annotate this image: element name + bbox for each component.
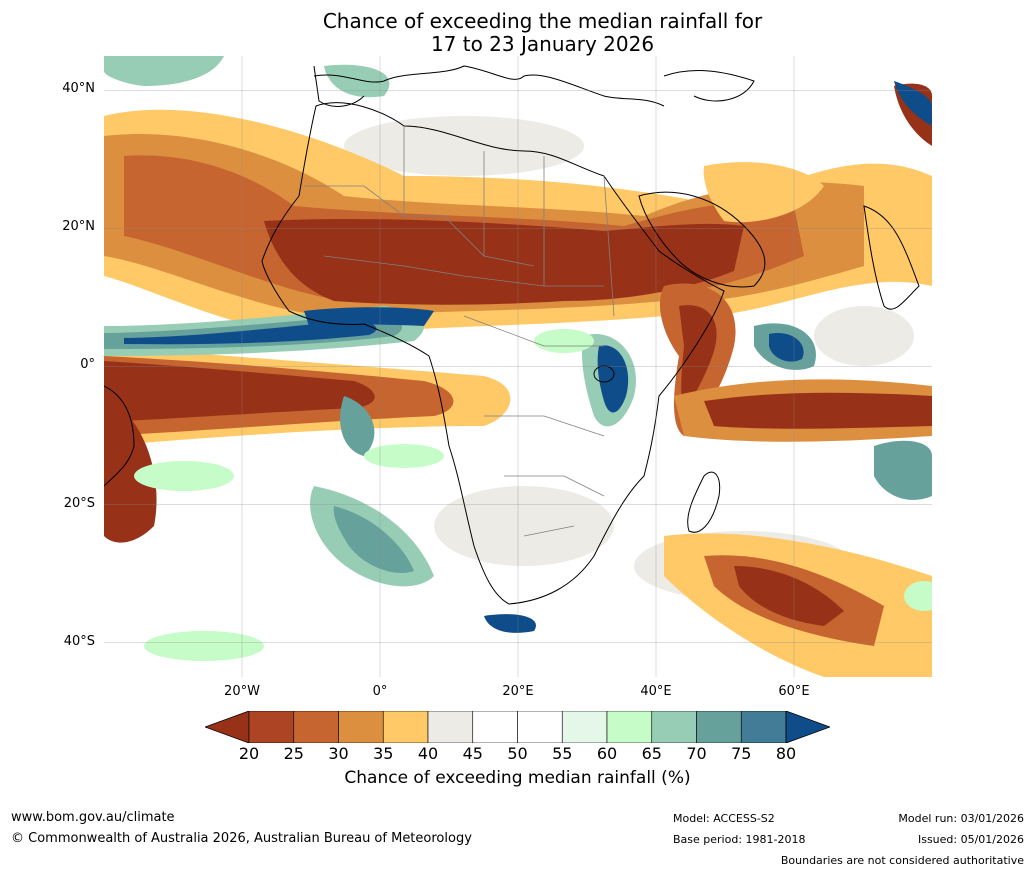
footer-copyright: © Commonwealth of Australia 2026, Austra… — [11, 831, 472, 846]
colorbar-segment-2 — [338, 711, 384, 743]
lat-label-20n: 20°N — [62, 219, 95, 234]
colorbar-tick-35: 35 — [373, 744, 394, 763]
rainfall-map — [104, 56, 932, 677]
colorbar-arrow-low — [205, 711, 250, 743]
lon-label-0: 0° — [372, 684, 388, 699]
lat-label-40s: 40°S — [63, 634, 95, 649]
lat-label-40n: 40°N — [62, 81, 95, 96]
country-borders — [304, 126, 615, 537]
colorbar-tick-70: 70 — [686, 744, 707, 763]
footer-model-run: Model run: 03/01/2026 — [898, 812, 1024, 825]
colorbar-tick-40: 40 — [417, 744, 439, 763]
colorbar-tick-80: 80 — [775, 744, 797, 763]
colorbar-segment-5 — [472, 711, 518, 743]
colorbar-tick-60: 60 — [596, 744, 618, 763]
colorbar-segment-10 — [696, 711, 742, 743]
colorbar-arrow-high — [785, 711, 830, 743]
footer-issued: Issued: 05/01/2026 — [917, 833, 1024, 846]
colorbar-tick-65: 65 — [641, 744, 662, 763]
colorbar-segment-9 — [651, 711, 697, 743]
colorbar-segment-4 — [427, 711, 474, 743]
colorbar-segment-0 — [248, 711, 295, 743]
chart-title: Chance of exceeding the median rainfall … — [0, 10, 1035, 56]
footer-disclaimer: Boundaries are not considered authoritat… — [780, 854, 1024, 867]
colorbar-segment-3 — [382, 711, 429, 743]
colorbar-segment-6 — [517, 711, 563, 743]
colorbar — [205, 711, 830, 743]
colorbar-tick-30: 30 — [328, 744, 349, 763]
colorbar-segment-11 — [740, 711, 787, 743]
lon-label-20w: 20°W — [224, 684, 260, 699]
coastlines — [104, 65, 920, 605]
colorbar-segment-7 — [561, 711, 608, 743]
lon-label-60e: 60°E — [778, 684, 810, 699]
footer-url[interactable]: www.bom.gov.au/climate — [11, 810, 175, 825]
colorbar-segment-1 — [293, 711, 339, 743]
lat-label-0: 0° — [80, 357, 95, 372]
lon-label-20e: 20°E — [502, 684, 534, 699]
wet-areas — [104, 56, 932, 661]
colorbar-tick-45: 45 — [462, 744, 483, 763]
colorbar-tick-50: 50 — [507, 744, 528, 763]
title-line-1: Chance of exceeding the median rainfall … — [322, 9, 763, 33]
colorbar-segment-8 — [606, 711, 653, 743]
colorbar-label: Chance of exceeding median rainfall (%) — [344, 768, 691, 788]
colorbar-tick-55: 55 — [552, 744, 573, 763]
footer-model: Model: ACCESS-S2 — [673, 812, 775, 825]
colorbar-tick-25: 25 — [283, 744, 304, 763]
lat-label-20s: 20°S — [63, 496, 95, 511]
colorbar-tick-75: 75 — [731, 744, 752, 763]
footer-base-period: Base period: 1981-2018 — [673, 833, 806, 846]
gridlines — [104, 56, 932, 677]
lon-label-40e: 40°E — [640, 684, 672, 699]
colorbar-tick-20: 20 — [238, 744, 260, 763]
title-line-2: 17 to 23 January 2026 — [430, 32, 655, 56]
